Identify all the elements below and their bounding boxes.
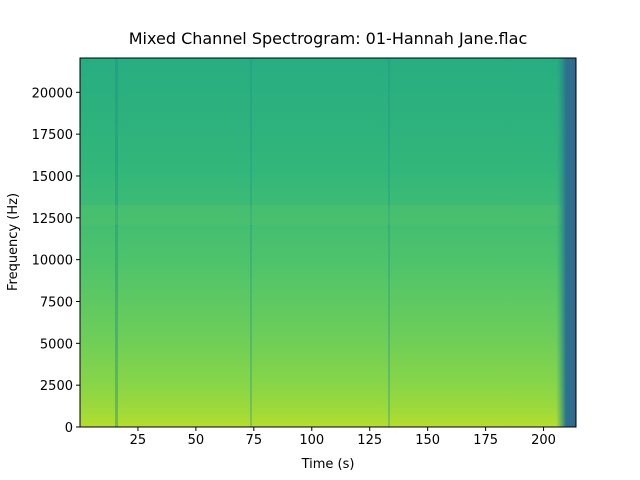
y-tick-label: 7500 [40, 295, 73, 310]
spectrogram-stripe [250, 58, 252, 427]
x-tick-label: 25 [130, 433, 147, 448]
y-tick-label: 5000 [40, 337, 73, 352]
x-axis-label: Time (s) [301, 457, 355, 472]
spectrogram-stripe [115, 58, 118, 427]
spectrogram-image [80, 58, 576, 427]
x-tick-label: 75 [246, 433, 263, 448]
y-tick-label: 12500 [32, 212, 73, 227]
plot-area [79, 57, 577, 428]
x-tick-label: 175 [473, 433, 498, 448]
spectrogram-band [80, 205, 576, 225]
x-tick-label: 150 [415, 433, 440, 448]
y-tick-label: 17500 [32, 128, 73, 143]
y-tick-label: 10000 [32, 254, 73, 269]
y-axis-label: Frequency (Hz) [6, 193, 21, 291]
x-tick-label: 50 [188, 433, 205, 448]
x-tick-label: 100 [299, 433, 324, 448]
spectrogram-edge [556, 58, 576, 427]
y-tick-label: 2500 [40, 379, 73, 394]
spectrogram-stripe [388, 58, 390, 427]
x-tick-label: 200 [531, 433, 556, 448]
chart-title: Mixed Channel Spectrogram: 01-Hannah Jan… [129, 29, 527, 48]
x-tick-label: 125 [357, 433, 382, 448]
y-tick-label: 20000 [32, 86, 73, 101]
y-tick-label: 15000 [32, 170, 73, 185]
y-tick-label: 0 [65, 421, 73, 436]
axes-frame [79, 57, 577, 428]
